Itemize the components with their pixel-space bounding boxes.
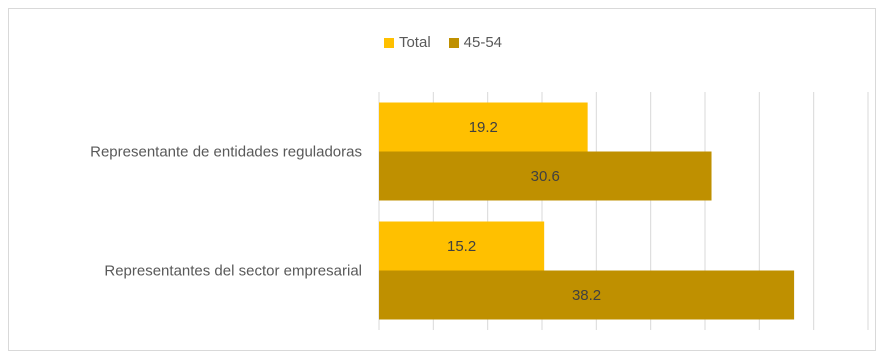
bar (379, 102, 588, 152)
data-label: 19.2 (469, 119, 498, 136)
data-label: 30.6 (531, 168, 560, 185)
legend: Total 45-54 (0, 34, 886, 51)
legend-item-total: Total (383, 34, 431, 51)
bar (379, 151, 712, 201)
legend-item-45-54: 45-54 (448, 34, 503, 51)
category-label: Representantes del sector empresarial (104, 263, 362, 280)
legend-label-45-54: 45-54 (463, 34, 503, 51)
chart-frame (8, 8, 876, 351)
category-label: Representante de entidades reguladoras (90, 144, 362, 161)
legend-label-total: Total (398, 34, 431, 51)
bar (379, 270, 795, 320)
legend-swatch-45-54 (448, 37, 459, 48)
bar (379, 221, 545, 271)
data-label: 38.2 (572, 287, 601, 304)
legend-swatch-total (383, 37, 394, 48)
data-label: 15.2 (447, 238, 476, 255)
